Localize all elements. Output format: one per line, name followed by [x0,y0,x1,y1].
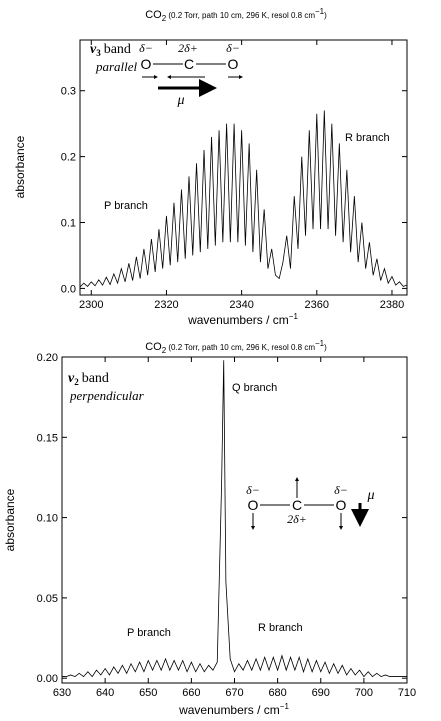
atom: C [292,497,302,513]
branch-label: Q branch [232,382,277,394]
x-tick-label: 630 [53,687,71,699]
x-axis-label: wavenumbers / cm−1 [187,312,298,327]
charge: 2δ+ [178,41,198,55]
branch-label: R branch [258,622,303,634]
x-tick-label: 670 [225,687,243,699]
x-tick-label: 710 [398,687,416,699]
dipole-label: μ [366,488,374,503]
spectrum-line [80,110,407,288]
y-tick-label: 0.3 [61,86,76,98]
x-tick-label: 680 [268,687,286,699]
charge: δ− [334,483,348,497]
charge: δ− [246,483,260,497]
atom: C [184,56,194,72]
band-label: ν2 band [68,371,109,387]
x-tick-label: 700 [355,687,373,699]
y-tick-label: 0.0 [61,283,76,295]
x-tick-label: 2340 [229,299,253,311]
y-tick-label: 0.05 [37,593,58,605]
plot-frame [61,356,408,684]
molecule-diagram: δ− 2δ+ δ− O C O μ [246,477,375,530]
x-tick-label: 660 [182,687,200,699]
mode-label: parallel [95,59,138,74]
atom: O [141,56,152,72]
x-tick-label: 2360 [305,299,329,311]
atom: O [336,497,347,513]
charge: δ− [226,41,240,55]
x-tick-label: 690 [312,687,330,699]
y-tick-label: 0.2 [61,152,76,164]
y-tick-label: 0.10 [37,513,58,525]
plot-frame [79,39,408,296]
charge: δ− [139,41,153,55]
y-tick-label: 0.20 [37,352,58,364]
y-axis-label: absorbance [13,135,27,198]
chart-title: CO2 (0.2 Torr, path 10 cm, 296 K, resol … [145,7,327,23]
y-axis-label: absorbance [3,488,17,551]
branch-label: R branch [345,132,390,144]
x-axis-label: wavenumbers / cm−1 [178,702,289,717]
x-tick-label: 650 [139,687,157,699]
x-tick-label: 2320 [154,299,178,311]
branch-label: P branch [127,627,171,639]
spectrum-line [62,360,407,678]
y-tick-label: 0.1 [61,218,76,230]
atom: O [248,497,259,513]
atom: O [228,56,239,72]
x-tick-label: 640 [96,687,114,699]
dipole-label: μ [176,93,184,108]
x-tick-label: 2380 [380,299,404,311]
y-tick-label: 0.15 [37,432,58,444]
chart-title: CO2 (0.2 Torr, path 10 cm, 296 K, resol … [145,339,327,355]
band-label: ν3 band [90,42,131,58]
x-tick-label: 2300 [79,299,103,311]
mode-label: perpendicular [69,388,145,403]
branch-label: P branch [104,200,148,212]
charge: 2δ+ [287,512,307,526]
molecule-diagram: δ− 2δ+ δ− O C O μ [139,41,243,108]
y-tick-label: 0.00 [37,673,58,685]
